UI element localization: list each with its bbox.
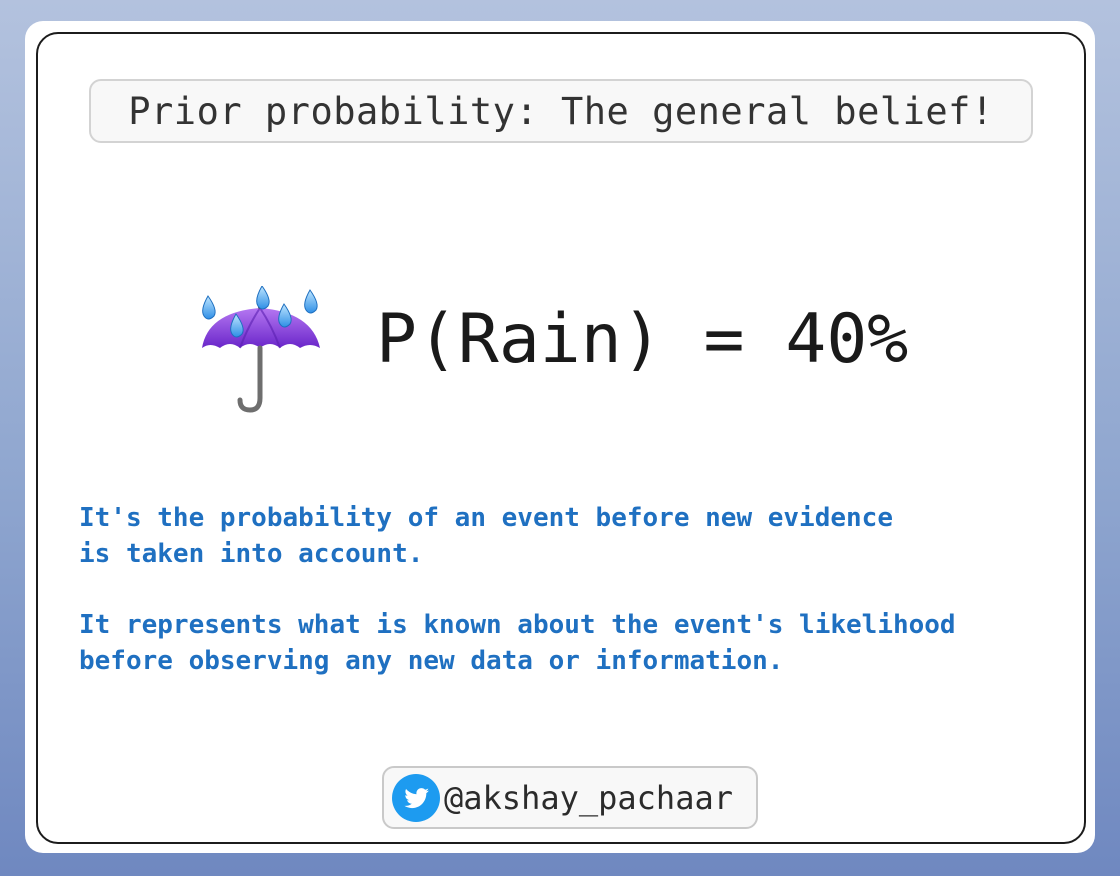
author-handle-badge[interactable]: @akshay_pachaar bbox=[382, 766, 758, 829]
description-line-4: before observing any new data or informa… bbox=[79, 646, 784, 676]
probability-formula: P(Rain) = 40% bbox=[376, 300, 909, 379]
title-box: Prior probability: The general belief! bbox=[89, 79, 1033, 143]
page-title: Prior probability: The general belief! bbox=[128, 89, 994, 133]
description-line-1: It's the probability of an event before … bbox=[79, 503, 893, 533]
description-line-2: is taken into account. bbox=[79, 539, 424, 569]
umbrella-with-rain-drops-icon bbox=[202, 286, 320, 413]
description-line-3: It represents what is known about the ev… bbox=[79, 610, 956, 640]
twitter-bird-icon bbox=[392, 773, 440, 822]
content-card bbox=[36, 32, 1086, 844]
author-handle: @akshay_pachaar bbox=[444, 778, 733, 817]
